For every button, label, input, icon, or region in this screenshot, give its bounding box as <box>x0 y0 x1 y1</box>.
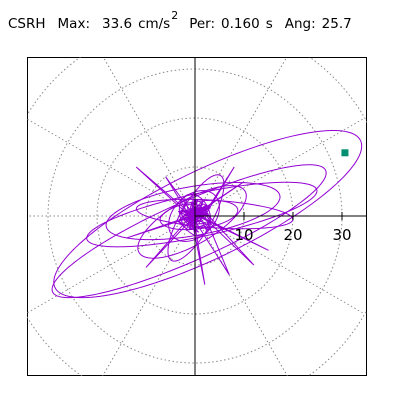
max-label: Max: <box>57 16 90 32</box>
trace-loop <box>105 182 281 241</box>
max-unit-exponent: 2 <box>171 9 179 22</box>
trace-spike <box>145 210 196 268</box>
max-value: 33.6 <box>102 16 133 32</box>
end-point-marker <box>341 149 349 157</box>
motion-trace <box>51 129 363 299</box>
max-unit: cm/s <box>138 16 171 32</box>
markers <box>341 149 349 157</box>
trace-loop <box>53 129 363 299</box>
trace-loop <box>167 174 225 262</box>
grid-spoke <box>102 57 196 217</box>
grid-spoke <box>194 57 288 217</box>
trace-spike <box>194 213 269 251</box>
grid-spoke <box>102 215 196 376</box>
axes <box>194 57 366 375</box>
station-code: CSRH <box>8 16 46 32</box>
grid-spoke <box>194 215 288 376</box>
trace-spike <box>194 215 230 276</box>
trace-spike <box>135 166 196 222</box>
x-tick-label: 20 <box>283 226 302 244</box>
angle-label: Ang: <box>284 16 316 32</box>
period-unit: s <box>265 16 273 32</box>
trace-spike <box>165 176 201 224</box>
period-label: Per: <box>189 16 216 32</box>
trace-loop <box>51 164 327 299</box>
trace-loop <box>135 198 294 230</box>
period-value: 0.160 <box>221 16 260 32</box>
trace-core <box>177 197 212 233</box>
tick-labels: 10 20 30 <box>234 226 351 244</box>
grid-spoke <box>27 215 196 314</box>
angle-value: 25.7 <box>321 16 352 32</box>
plot-header: CSRH Max: 33.6 cm/s 2 Per: 0.160 s Ang: … <box>8 9 352 38</box>
x-tick-label: 10 <box>234 226 253 244</box>
x-tick-label: 30 <box>332 226 351 244</box>
trace-loop <box>137 185 247 259</box>
trace-spike <box>126 213 198 239</box>
grid-spoke <box>194 117 365 217</box>
